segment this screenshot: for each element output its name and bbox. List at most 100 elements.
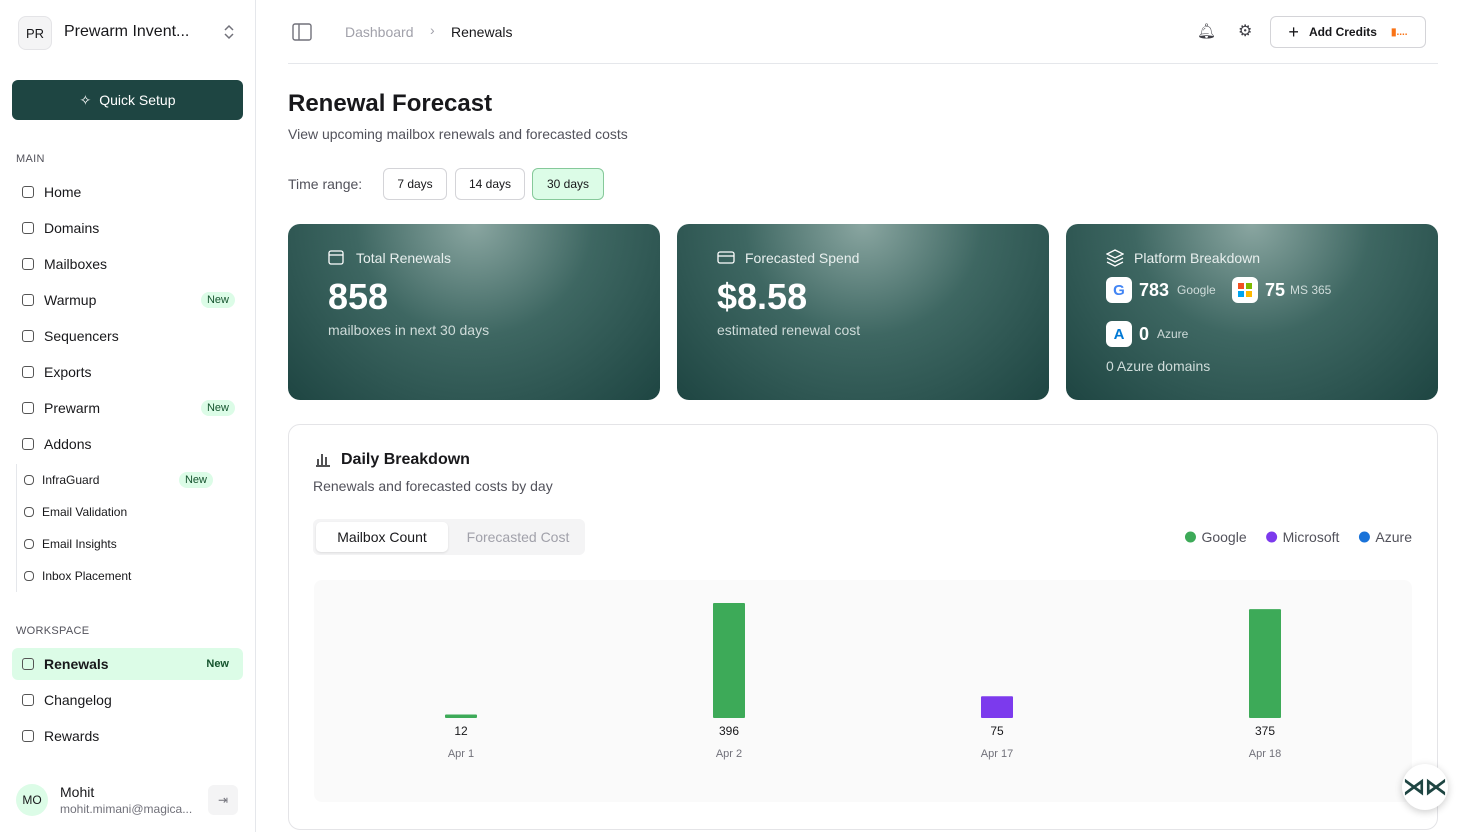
- quick-setup-button[interactable]: ✧ Quick Setup: [12, 80, 243, 120]
- nav-label: Email Validation: [42, 505, 128, 519]
- nav-badge: New: [200, 400, 235, 416]
- divider: [288, 63, 1438, 64]
- nav-label: Renewals: [44, 656, 109, 672]
- page-subtitle: View upcoming mailbox renewals and forec…: [288, 126, 628, 142]
- section-label: WORKSPACE: [16, 625, 90, 637]
- nav-label: Changelog: [44, 692, 112, 708]
- notifications-button[interactable]: 🔔︎: [1197, 23, 1217, 40]
- nav-item[interactable]: Inbox Placement: [18, 560, 243, 592]
- add-credits-button[interactable]: + Add Credits ▮....: [1270, 16, 1426, 48]
- nav-label: Warmup: [44, 292, 97, 308]
- nav-item[interactable]: Domains: [12, 212, 243, 244]
- google-icon: G: [1106, 277, 1132, 303]
- nav-item[interactable]: Addons: [12, 428, 243, 460]
- breadcrumb-current: Renewals: [451, 24, 513, 40]
- add-credits-label: Add Credits: [1308, 25, 1377, 39]
- nav-badge: New: [200, 656, 235, 672]
- time-range-option[interactable]: 7 days: [383, 168, 447, 200]
- platform-value: 783: [1139, 280, 1170, 300]
- nav-icon: [22, 438, 34, 450]
- azure-icon: A: [1106, 321, 1132, 347]
- nav-icon: [22, 658, 34, 670]
- stat-card: Forecasted Spend $8.58 estimated renewal…: [677, 224, 1049, 400]
- sidebar-toggle[interactable]: [292, 23, 312, 41]
- nav-icon: [22, 730, 34, 742]
- user-email: mohit.mimani@magica...: [60, 802, 193, 816]
- card-value: $8.58: [717, 276, 808, 317]
- nav-label: Prewarm: [44, 400, 101, 416]
- platform-label: MS 365: [1290, 283, 1332, 297]
- nav-icon: [22, 186, 34, 198]
- nav-badge: New: [178, 472, 213, 488]
- workspace-badge: PR: [18, 16, 52, 50]
- nav-label: InfraGuard: [42, 473, 100, 487]
- nav-item[interactable]: Email Validation: [18, 496, 243, 528]
- nav-label: Sequencers: [44, 328, 119, 344]
- nav-item[interactable]: Prewarm New: [12, 392, 243, 424]
- nav-label: Inbox Placement: [42, 569, 132, 583]
- user-avatar: MO: [16, 784, 48, 816]
- switch-icon[interactable]: [222, 23, 236, 41]
- nav-item[interactable]: Rewards: [12, 720, 243, 752]
- breakdown-card: Daily Breakdown Renewals and forecasted …: [288, 424, 1438, 830]
- card-caption: 0 Azure domains: [1106, 358, 1211, 374]
- nav-label: Addons: [44, 436, 92, 452]
- stat-card: Total Renewals 858 mailboxes in next 30 …: [288, 224, 660, 400]
- nav-icon: [22, 694, 34, 706]
- nav-label: Rewards: [44, 728, 100, 744]
- tab[interactable]: Forecasted Cost: [466, 529, 570, 545]
- nav-item[interactable]: Renewals New: [12, 648, 243, 680]
- nav-icon: [24, 539, 34, 549]
- card-caption: mailboxes in next 30 days: [328, 322, 490, 338]
- platform-label: Google: [1177, 283, 1216, 297]
- nav-icon: [22, 330, 34, 342]
- nav-icon: [22, 258, 34, 270]
- nav-item[interactable]: Email Insights: [18, 528, 243, 560]
- time-range-option-active[interactable]: 30 days: [532, 168, 604, 200]
- ms-icon: [1232, 277, 1258, 303]
- stat-card: Platform Breakdown G 783 Google 75 MS 36…: [1066, 224, 1438, 400]
- nav-item[interactable]: Changelog: [12, 684, 243, 716]
- quick-setup-label: Quick Setup: [99, 92, 176, 108]
- card-caption: estimated renewal cost: [717, 322, 861, 338]
- addon-rail: [16, 464, 17, 592]
- nav-icon: [24, 507, 34, 517]
- nav-item[interactable]: Exports: [12, 356, 243, 388]
- breadcrumb-link[interactable]: Dashboard: [345, 24, 414, 40]
- nav-label: Mailboxes: [44, 256, 108, 272]
- platform-value: 75: [1265, 280, 1286, 300]
- nav-icon: [24, 571, 34, 581]
- nav-icon: [22, 222, 34, 234]
- nav-item[interactable]: Mailboxes: [12, 248, 243, 280]
- nav-icon: [22, 366, 34, 378]
- nav-label: Exports: [44, 364, 92, 380]
- breakdown-title: Daily Breakdown: [341, 451, 470, 468]
- section-label: MAIN: [16, 153, 45, 165]
- platform-value: 0: [1139, 324, 1150, 344]
- time-range-option[interactable]: 14 days: [455, 168, 525, 200]
- chat-widget[interactable]: ⋊⋉: [1402, 764, 1448, 810]
- nav-icon: [24, 475, 34, 485]
- time-range-label: Time range:: [288, 176, 363, 192]
- nav-badge: New: [200, 292, 235, 308]
- nav-label: Home: [44, 184, 82, 200]
- nav-icon: [22, 402, 34, 414]
- sidebar: PR Prewarm Invent... ✧ Quick Setup MAIN W…: [0, 0, 256, 832]
- tab-bar: Mailbox Count Forecasted Cost: [313, 519, 585, 555]
- breadcrumb-separator: ›: [430, 22, 435, 38]
- settings-button[interactable]: ⚙︎: [1238, 23, 1253, 40]
- page-title: Renewal Forecast: [288, 90, 493, 117]
- nav-item[interactable]: Sequencers: [12, 320, 243, 352]
- card-title: Total Renewals: [356, 250, 451, 266]
- tab-active[interactable]: Mailbox Count: [316, 522, 448, 552]
- card-title: Platform Breakdown: [1134, 250, 1261, 266]
- nav-item[interactable]: InfraGuard New: [18, 464, 243, 496]
- workspace-name[interactable]: Prewarm Invent...: [64, 23, 190, 40]
- card-title: Forecasted Spend: [745, 250, 860, 266]
- nav-item[interactable]: Home: [12, 176, 243, 208]
- logout-button[interactable]: ⇥: [208, 785, 238, 815]
- nav-item[interactable]: Warmup New: [12, 284, 243, 316]
- breakdown-subtitle: Renewals and forecasted costs by day: [313, 478, 553, 494]
- nav-icon: [22, 294, 34, 306]
